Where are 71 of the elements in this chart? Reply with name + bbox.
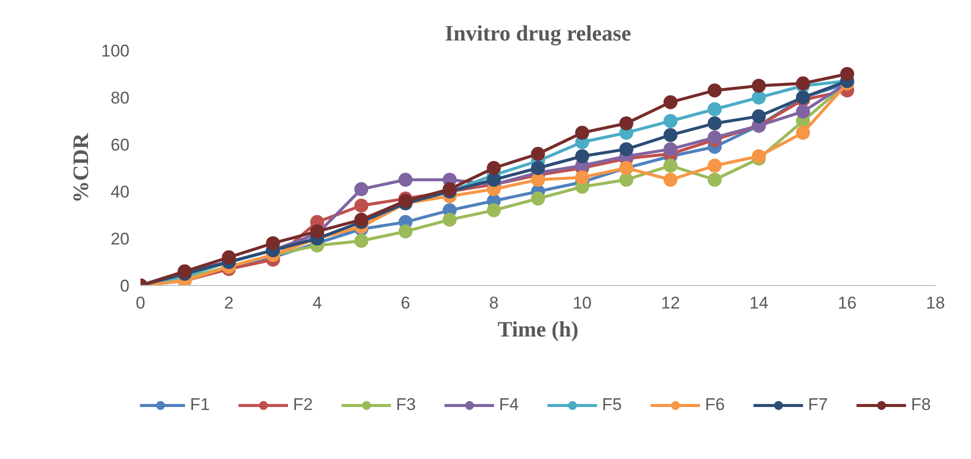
- point: [531, 172, 545, 187]
- y-tick-label: 40: [110, 182, 130, 202]
- legend-label: F5: [602, 395, 622, 415]
- point: [531, 146, 545, 161]
- legend-label: F7: [808, 395, 828, 415]
- x-tick-label: 4: [312, 294, 322, 312]
- point: [486, 203, 501, 218]
- x-tick-label: 6: [400, 294, 410, 312]
- point: [222, 250, 236, 264]
- point: [796, 104, 810, 119]
- point: [708, 158, 722, 173]
- point: [752, 149, 766, 164]
- legend-label: F3: [396, 395, 416, 415]
- point: [664, 158, 678, 173]
- point: [796, 126, 810, 140]
- point: [752, 90, 766, 104]
- point: [531, 192, 545, 206]
- point: [531, 161, 545, 175]
- point: [310, 224, 324, 238]
- x-tick-label: 14: [749, 294, 768, 312]
- point: [708, 102, 722, 116]
- point: [840, 67, 854, 81]
- y-tick-label: 20: [110, 230, 130, 248]
- y-tick-label: 100: [101, 42, 130, 60]
- legend-label: F4: [499, 395, 519, 415]
- x-tick-label: 12: [661, 294, 680, 312]
- point: [486, 172, 501, 187]
- chart-title: Invitro drug release: [444, 20, 632, 46]
- point: [708, 172, 722, 187]
- x-tick-label: 8: [489, 294, 499, 312]
- point: [796, 76, 810, 90]
- point: [664, 114, 678, 128]
- x-tick-label: 0: [136, 294, 146, 312]
- point: [708, 116, 722, 130]
- point: [354, 182, 368, 196]
- point: [708, 83, 722, 98]
- legend-label: F6: [705, 395, 725, 415]
- y-tick-label: 0: [120, 276, 130, 296]
- point: [708, 130, 722, 144]
- y-axis-title: %CDR: [68, 132, 94, 203]
- point: [575, 149, 590, 164]
- y-tick-label: 60: [110, 136, 130, 154]
- point: [664, 95, 678, 110]
- x-tick-label: 2: [224, 294, 234, 312]
- point: [575, 126, 590, 140]
- x-tick-label: 16: [838, 294, 857, 312]
- point: [486, 161, 501, 175]
- point: [619, 116, 634, 130]
- point: [619, 142, 634, 156]
- point: [398, 224, 412, 238]
- point: [442, 182, 457, 196]
- point: [354, 234, 368, 248]
- point: [619, 172, 634, 187]
- point: [664, 142, 678, 156]
- point: [266, 236, 280, 250]
- legend-label: F2: [293, 395, 313, 415]
- x-tick-label: 10: [572, 294, 592, 312]
- point: [354, 212, 368, 227]
- point: [442, 212, 457, 227]
- x-axis-title: Time (h): [498, 316, 578, 342]
- point: [575, 170, 590, 184]
- x-tick-label: 18: [926, 294, 945, 312]
- point: [664, 128, 678, 142]
- point: [354, 198, 368, 213]
- point: [664, 172, 678, 187]
- legend-label: F1: [190, 395, 210, 415]
- point: [752, 78, 766, 93]
- y-tick-label: 80: [110, 88, 130, 108]
- point: [398, 172, 412, 187]
- legend-label: F8: [911, 395, 931, 415]
- point: [752, 109, 766, 124]
